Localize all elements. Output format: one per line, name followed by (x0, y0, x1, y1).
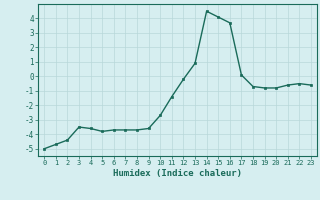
X-axis label: Humidex (Indice chaleur): Humidex (Indice chaleur) (113, 169, 242, 178)
